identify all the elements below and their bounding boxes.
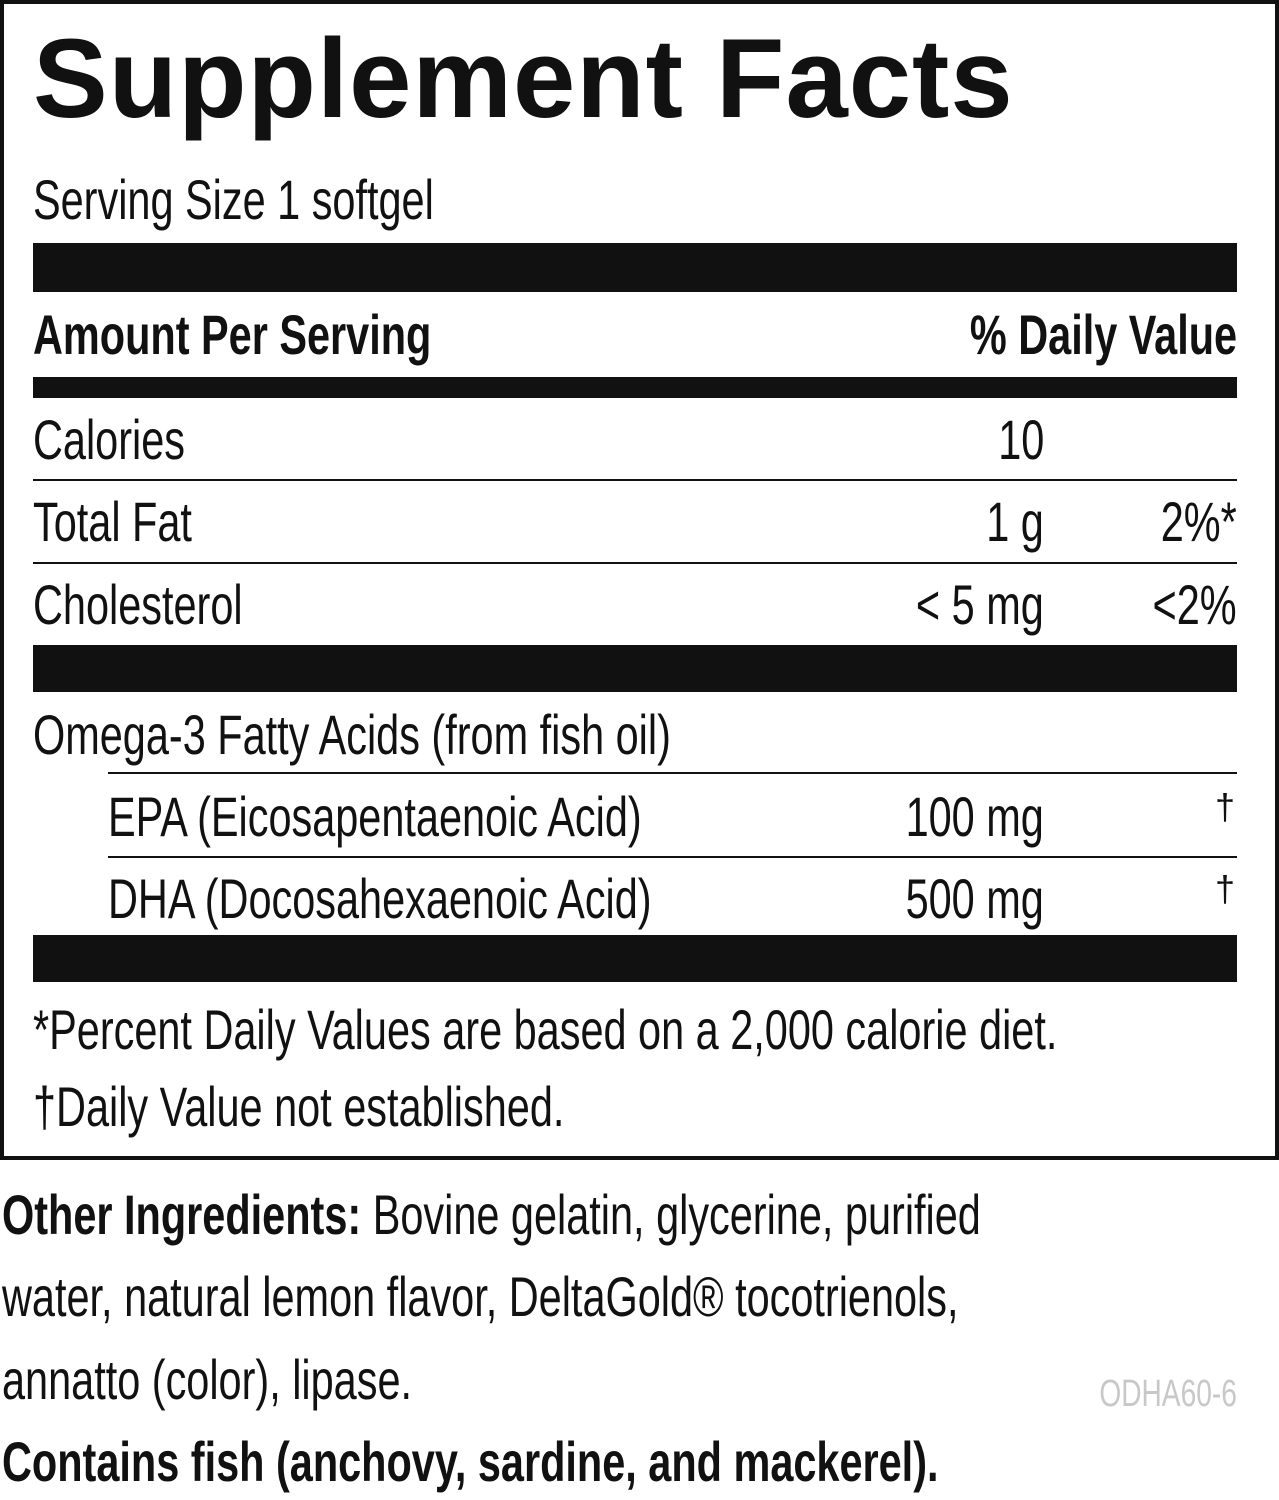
row-name: Cholesterol [33,573,243,636]
epa-name: EPA (Eicosapentaenoic Acid) [108,785,642,848]
other-ingredients-line: annatto (color), lipase. [2,1348,413,1411]
row-amount: < 5 mg [916,573,1044,636]
row-divider [108,772,1237,774]
medium-divider [33,377,1237,398]
dha-name: DHA (Docosahexaenoic Acid) [108,867,652,930]
row-name: Total Fat [33,490,192,553]
row-divider [33,562,1237,564]
thick-divider [33,645,1237,692]
row-divider [33,479,1237,481]
allergen-statement: Contains fish (anchovy, sardine, and mac… [2,1430,939,1493]
footnote: *Percent Daily Values are based on a 2,0… [33,998,1058,1061]
amount-per-serving-header: Amount Per Serving [33,303,432,366]
panel-title: Supplement Facts [33,16,1014,141]
other-ingredients-label: Other Ingredients: [2,1183,362,1246]
row-name: Calories [33,408,186,471]
row-amount: 1 g [986,490,1044,553]
thick-divider [33,935,1237,982]
dha-amount: 500 mg [905,867,1044,930]
row-dv: <2% [1152,573,1237,636]
epa-amount: 100 mg [905,785,1044,848]
row-dv: 2%* [1160,490,1237,553]
thick-divider [33,243,1237,292]
dha-dv: † [1214,868,1235,909]
other-ingredients-line: water, natural lemon flavor, DeltaGold® … [2,1265,959,1328]
row-amount: 10 [997,408,1044,471]
serving-size: Serving Size 1 softgel [33,168,434,231]
row-divider [108,856,1237,858]
epa-dv: † [1214,786,1235,827]
other-ingredients-line: Other Ingredients: Bovine gelatin, glyce… [2,1183,981,1246]
footnote: †Daily Value not established. [33,1075,565,1138]
supplement-facts-panel [0,0,1279,1160]
omega3-heading: Omega-3 Fatty Acids (from fish oil) [33,703,671,766]
product-code: ODHA60-6 [1099,1373,1237,1415]
daily-value-header: % Daily Value [969,303,1237,366]
